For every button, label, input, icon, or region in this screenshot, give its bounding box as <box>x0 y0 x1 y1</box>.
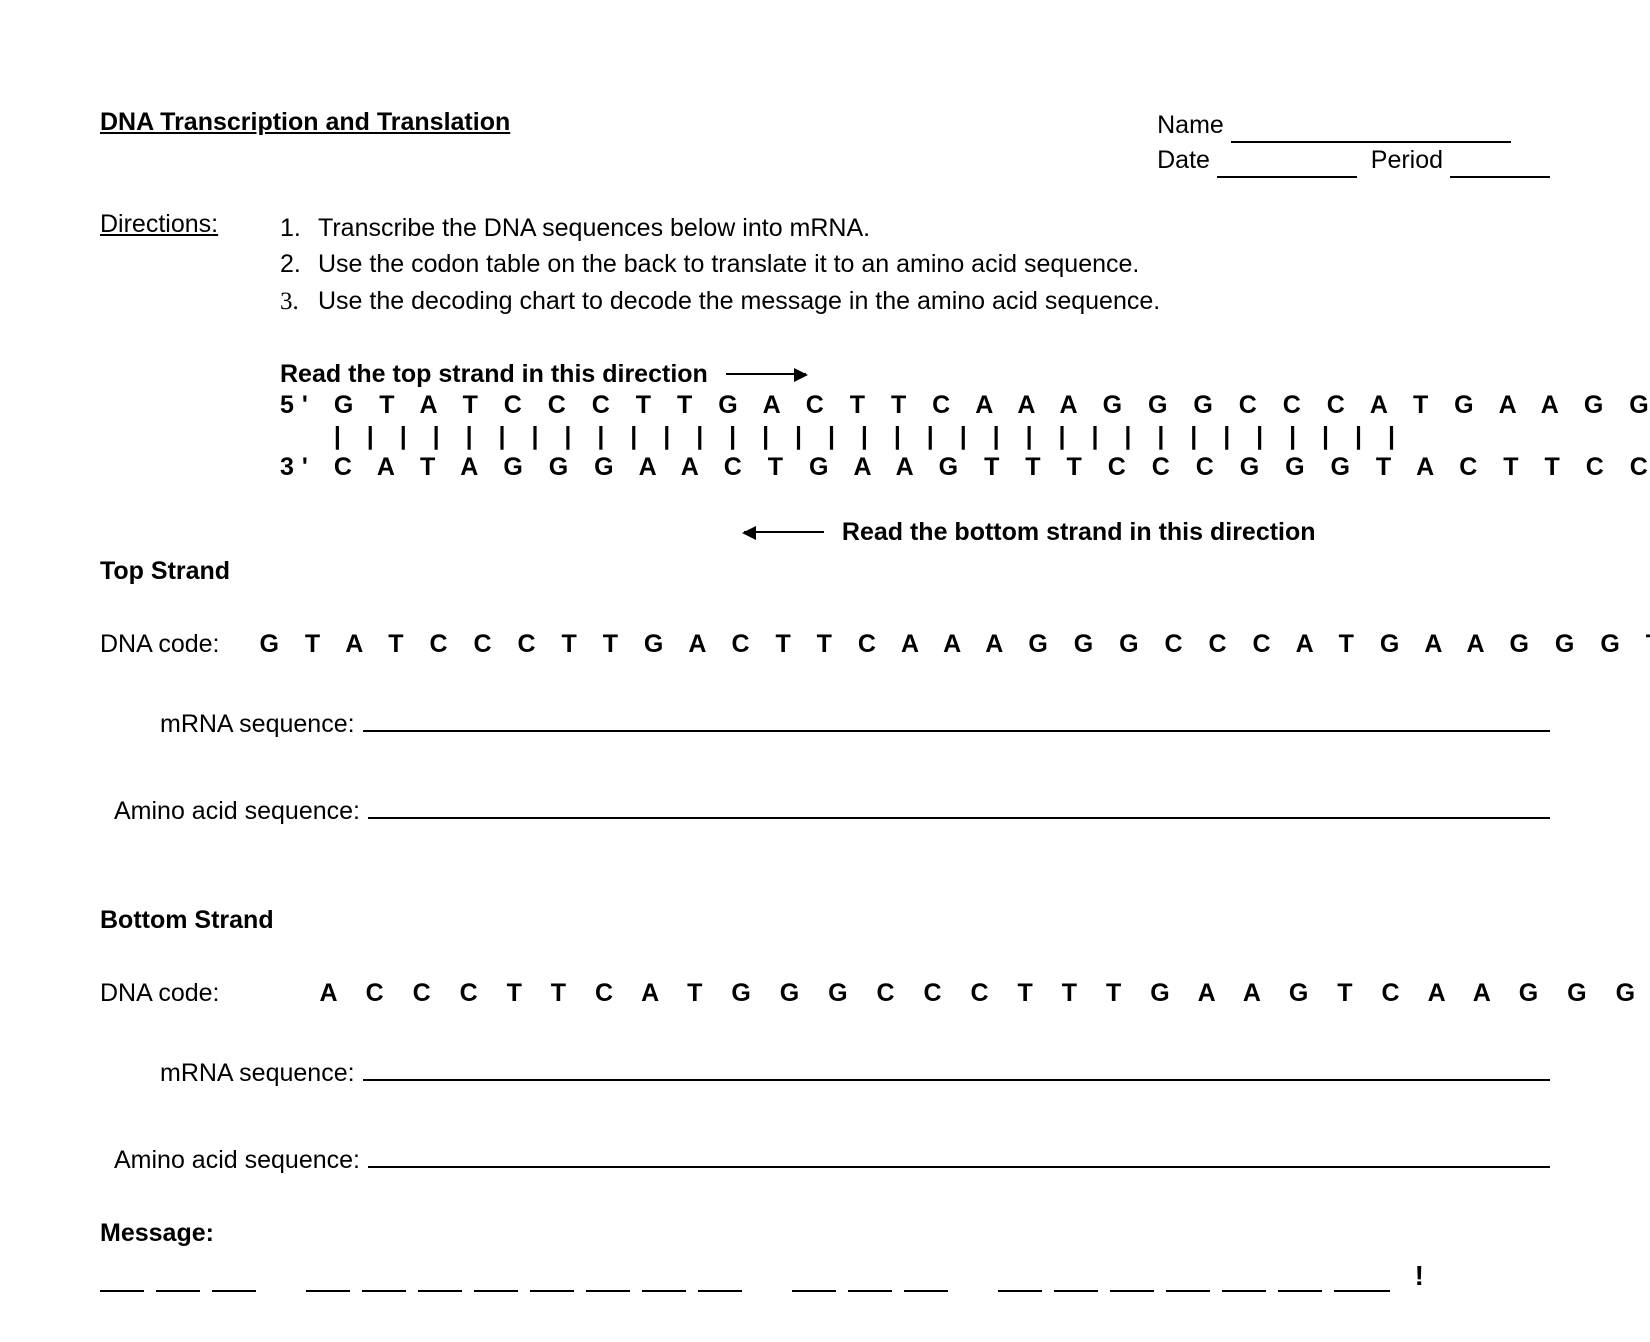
diagram-bottom-strand: 3' C A T A G G G A A C T G A A G T T T C… <box>280 453 1550 482</box>
date-period-line: Date Period <box>1157 143 1550 178</box>
message-blanks-row: ! <box>100 1260 1550 1292</box>
message-blank[interactable] <box>156 1265 200 1292</box>
message-blank[interactable] <box>100 1265 144 1292</box>
top-amino-blank[interactable] <box>368 789 1550 819</box>
message-blank[interactable] <box>998 1265 1042 1292</box>
name-label: Name <box>1157 111 1224 139</box>
message-heading: Message: <box>100 1219 1550 1248</box>
message-blank[interactable] <box>904 1265 948 1292</box>
message-blank[interactable] <box>1110 1265 1154 1292</box>
name-line: Name <box>1157 108 1550 143</box>
top-dna-row: DNA code: G T A T C C C T T G A C T T C … <box>100 630 1550 659</box>
period-label: Period <box>1371 146 1443 174</box>
direction-item-3: 3.Use the decoding chart to decode the m… <box>280 283 1160 320</box>
message-blank[interactable] <box>306 1265 350 1292</box>
top-mrna-blank[interactable] <box>363 703 1550 733</box>
bottom-dna-label: DNA code: <box>100 979 220 1008</box>
directions-label: Directions: <box>100 210 240 320</box>
worksheet-page: DNA Transcription and Translation Name D… <box>0 0 1650 1342</box>
directions-block: Directions: 1.Transcribe the DNA sequenc… <box>100 210 1550 320</box>
message-blank[interactable] <box>1222 1265 1266 1292</box>
name-date-block: Name Date Period <box>1157 108 1550 178</box>
period-blank[interactable] <box>1450 176 1550 178</box>
arrow-right-icon <box>726 373 806 375</box>
message-blank[interactable] <box>698 1265 742 1292</box>
page-title: DNA Transcription and Translation <box>100 108 510 137</box>
top-amino-label: Amino acid sequence: <box>114 797 360 826</box>
bottom-dna-sequence: A C C C T T C A T G G G C C C T T T G A … <box>320 979 1650 1008</box>
bottom-dna-row: DNA code: A C C C T T C A T G G G C C C … <box>100 979 1550 1008</box>
arrow-left-icon <box>744 531 824 533</box>
message-blank[interactable] <box>362 1265 406 1292</box>
top-amino-row: Amino acid sequence: <box>100 789 1550 826</box>
top-dna-sequence: G T A T C C C T T G A C T T C A A A G G … <box>260 630 1650 659</box>
message-blank[interactable] <box>418 1265 462 1292</box>
bottom-mrna-label: mRNA sequence: <box>160 1059 355 1088</box>
diagram-pair-bars: | | | | | | | | | | | | | | | | | | | | … <box>280 422 1550 451</box>
bottom-amino-blank[interactable] <box>368 1138 1550 1168</box>
read-top-row: Read the top strand in this direction <box>280 360 1550 389</box>
message-blank[interactable] <box>792 1265 836 1292</box>
direction-item-1: 1.Transcribe the DNA sequences below int… <box>280 210 1160 246</box>
message-blank[interactable] <box>1278 1265 1322 1292</box>
bottom-mrna-row: mRNA sequence: <box>100 1052 1550 1089</box>
top-strand-heading: Top Strand <box>100 557 1550 586</box>
bottom-strand-heading: Bottom Strand <box>100 906 1550 935</box>
date-blank[interactable] <box>1217 176 1357 178</box>
read-bottom-label: Read the bottom strand in this direction <box>842 518 1316 547</box>
direction-item-2: 2.Use the codon table on the back to tra… <box>280 246 1160 282</box>
header-row: DNA Transcription and Translation Name D… <box>100 108 1550 178</box>
message-blank[interactable] <box>1334 1265 1390 1292</box>
message-blank[interactable] <box>474 1265 518 1292</box>
date-label: Date <box>1157 146 1210 174</box>
message-blank[interactable] <box>530 1265 574 1292</box>
message-blank[interactable] <box>212 1265 256 1292</box>
top-mrna-label: mRNA sequence: <box>160 710 355 739</box>
dna-diagram: Read the top strand in this direction 5'… <box>280 360 1550 547</box>
bottom-amino-label: Amino acid sequence: <box>114 1146 360 1175</box>
message-blank[interactable] <box>1054 1265 1098 1292</box>
directions-list: 1.Transcribe the DNA sequences below int… <box>280 210 1160 320</box>
top-dna-label: DNA code: <box>100 630 220 659</box>
read-top-label: Read the top strand in this direction <box>280 360 708 389</box>
message-exclaim: ! <box>1415 1260 1424 1291</box>
message-blank[interactable] <box>848 1265 892 1292</box>
bottom-mrna-blank[interactable] <box>363 1052 1550 1082</box>
message-blank[interactable] <box>1166 1265 1210 1292</box>
read-bottom-row: Read the bottom strand in this direction <box>740 518 1550 547</box>
message-blank[interactable] <box>586 1265 630 1292</box>
top-mrna-row: mRNA sequence: <box>100 703 1550 740</box>
bottom-amino-row: Amino acid sequence: <box>100 1138 1550 1175</box>
message-blank[interactable] <box>642 1265 686 1292</box>
diagram-top-strand: 5' G T A T C C C T T G A C T T C A A A G… <box>280 391 1550 420</box>
